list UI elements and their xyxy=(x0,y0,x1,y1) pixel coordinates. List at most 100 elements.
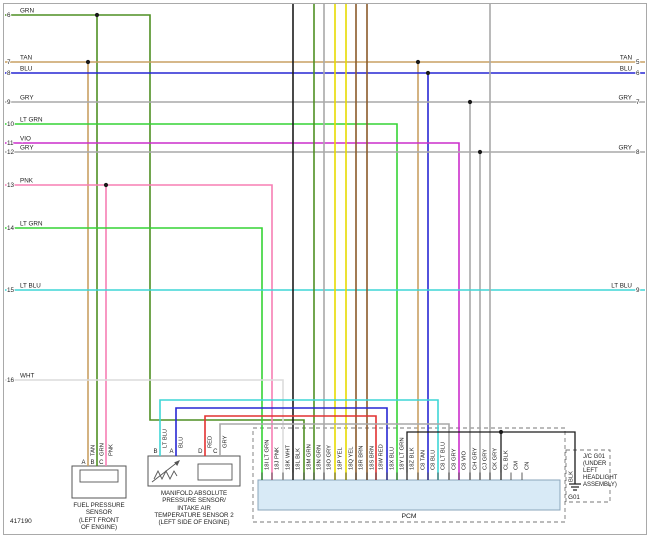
fuel-sensor-wire-label: GRN xyxy=(100,443,106,456)
junction-connector-caption: J/C G01 (UNDER LEFT HEADLIGHT ASSEMBLY) xyxy=(583,454,618,489)
pcm-pin-label: 18Z BLK xyxy=(410,447,416,470)
right-wire-color-label: LT BLU xyxy=(611,283,632,290)
left-wire-color-label: LT GRN xyxy=(20,221,43,228)
left-wire-color-label: GRY xyxy=(20,145,34,152)
jc-wire-color-label: BLK xyxy=(569,471,575,482)
left-wire-color-label: WHT xyxy=(20,373,34,380)
pcm-pin-label: CJ GRY xyxy=(483,449,489,470)
pcm-pin-label: CN xyxy=(525,462,531,470)
pcm-pin-label: 18Q YEL xyxy=(349,446,355,470)
map-sensor-pin-letter: B xyxy=(153,449,157,455)
left-circuit-number: 15 xyxy=(7,287,15,294)
pcm-pin-label: 18X BLU xyxy=(390,447,396,470)
junction-connector-dashed-boundary xyxy=(565,449,611,503)
ground-g01-label: G01 xyxy=(568,494,580,501)
wire-wht-16 xyxy=(5,379,284,480)
left-wire-color-label: PNK xyxy=(20,178,34,185)
pcm-pin-label: 18O GRY xyxy=(327,445,333,470)
pcm-pin-label: 18L BLK xyxy=(296,448,302,470)
left-circuit-number: 6 xyxy=(7,12,11,19)
wire-vio-11 xyxy=(5,142,460,480)
right-wire-color-label: GRY xyxy=(618,95,632,102)
left-wire-color-label: BLU xyxy=(20,66,33,73)
pcm-pin-label: 18S BRN xyxy=(370,446,376,470)
diagram-frame xyxy=(3,3,647,535)
pcm-pin-label: 18Y LT GRN xyxy=(400,437,406,470)
map-sensor-wire-label: RED xyxy=(208,436,214,448)
fuel-pressure-sensor-caption: FUEL PRESSURE SENSOR (LEFT FRONT OF ENGI… xyxy=(73,502,125,531)
pcm-connector-block xyxy=(257,479,561,511)
pcm-pin-label: C8 LT BLU xyxy=(441,442,447,470)
wire-gry-map-c xyxy=(219,423,450,480)
left-wire-color-label: TAN xyxy=(20,55,33,62)
pcm-pin-label: 18K WHT xyxy=(286,444,292,470)
left-circuit-number: 14 xyxy=(7,225,15,232)
pcm-pin-label: C8 TAN xyxy=(421,450,427,470)
fuel-pressure-sensor-connector xyxy=(79,469,119,483)
pcm-pin-label: 18M GRN xyxy=(307,444,313,470)
junction-dot xyxy=(85,59,91,65)
wire-blk-g01 xyxy=(501,431,576,484)
pcm-pin-label: 18P YEL xyxy=(338,447,344,470)
left-circuit-number: 11 xyxy=(7,140,14,147)
map-sensor-pin-letter: A xyxy=(169,449,173,455)
map-sensor-pin-letter: D xyxy=(198,449,203,455)
junction-dot xyxy=(415,59,421,65)
wire-blu-map-a xyxy=(175,407,388,480)
fuel-sensor-pin-letter: C xyxy=(99,460,104,466)
pcm-pin-label: 18N GRN xyxy=(317,445,323,470)
map-sensor-pin-letter: C xyxy=(213,449,218,455)
junction-dot xyxy=(94,12,100,18)
map-sensor-wire-label: BLU xyxy=(179,437,185,448)
fuel-sensor-pin-letter: B xyxy=(90,460,94,466)
pcm-pin-label: CK GRY xyxy=(493,448,499,470)
left-wire-color-label: VIO xyxy=(20,136,31,143)
left-wire-color-label: LT GRN xyxy=(20,117,43,124)
left-circuit-number: 8 xyxy=(7,70,11,77)
left-wire-color-label: LT BLU xyxy=(20,283,41,290)
pcm-caption: PCM xyxy=(401,513,417,520)
left-circuit-number: 16 xyxy=(7,377,15,384)
diagram-number: 417190 xyxy=(10,518,32,525)
wire-ltgrn-10 xyxy=(5,123,398,480)
pcm-pin-label: 18R BRN xyxy=(359,446,365,470)
map-sensor-wire-label: GRY xyxy=(223,435,229,448)
left-circuit-number: 13 xyxy=(7,182,15,189)
map-iat-sensor-body xyxy=(147,455,241,487)
pcm-pin-label: C8 BLU xyxy=(431,450,437,470)
junction-dot xyxy=(467,99,473,105)
pcm-pin-label: CM xyxy=(514,461,520,470)
left-wire-color-label: GRY xyxy=(20,95,34,102)
wire-pnk-13 xyxy=(5,184,273,480)
wire-red-map-d xyxy=(204,415,377,480)
fuel-sensor-wire-label: TAN xyxy=(91,445,97,456)
pcm-pin-label: CH GRY xyxy=(473,447,479,470)
fuel-sensor-pin-letter: A xyxy=(81,460,85,466)
map-iat-sensor-caption: MANIFOLD ABSOLUTE PRESSURE SENSOR/ INTAK… xyxy=(154,490,234,527)
wire-ltgrn-14 xyxy=(5,227,263,480)
right-circuit-number: 8 xyxy=(636,149,640,156)
pressure-sensor-symbol xyxy=(197,463,233,481)
junction-dot xyxy=(425,70,431,76)
left-circuit-number: 10 xyxy=(7,121,15,128)
wire-ltblu-map-b xyxy=(159,399,439,480)
thermistor-arrowhead xyxy=(174,460,180,466)
junction-dot xyxy=(477,149,483,155)
pcm-pin-label: 18W RED xyxy=(379,444,385,470)
right-wire-color-label: GRY xyxy=(618,145,632,152)
pcm-pin-label: 18I LT GRN xyxy=(265,440,271,470)
right-circuit-number: 9 xyxy=(636,287,640,294)
right-wire-color-label: BLU xyxy=(620,66,633,73)
pcm-pin-label: 18J PNK xyxy=(275,447,281,470)
right-circuit-number: 7 xyxy=(636,99,640,106)
pcm-dashed-boundary xyxy=(252,427,566,523)
left-circuit-number: 12 xyxy=(7,149,15,156)
wire-blk-bus xyxy=(406,431,502,480)
thermistor-arrow xyxy=(151,460,180,483)
pcm-pin-label: CL BLK xyxy=(504,450,510,470)
junction-dot xyxy=(103,182,109,188)
right-circuit-number: 5 xyxy=(636,59,640,66)
right-wire-color-label: TAN xyxy=(620,55,633,62)
